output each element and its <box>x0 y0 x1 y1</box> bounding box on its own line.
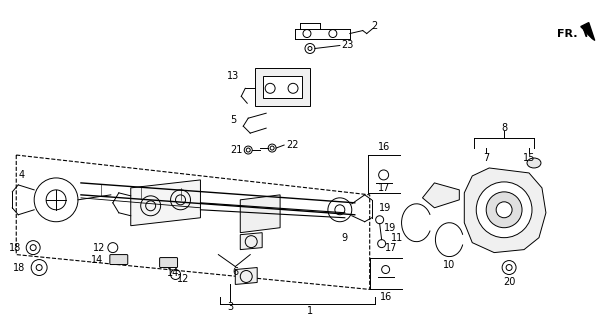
Text: 17: 17 <box>379 183 391 193</box>
Text: 10: 10 <box>443 260 455 269</box>
Text: 18: 18 <box>13 262 25 273</box>
Circle shape <box>486 192 522 228</box>
Text: 15: 15 <box>523 153 535 163</box>
Text: 12: 12 <box>92 243 105 252</box>
Text: 3: 3 <box>227 302 233 312</box>
FancyBboxPatch shape <box>159 258 178 268</box>
Polygon shape <box>422 183 459 208</box>
Text: 20: 20 <box>503 277 515 287</box>
Text: 16: 16 <box>379 292 392 302</box>
Text: 11: 11 <box>390 233 403 243</box>
Text: 18: 18 <box>9 243 21 252</box>
Text: 23: 23 <box>342 41 354 51</box>
Text: 21: 21 <box>230 145 242 155</box>
Text: 1: 1 <box>307 306 313 316</box>
Polygon shape <box>240 233 262 250</box>
FancyBboxPatch shape <box>110 255 128 265</box>
Polygon shape <box>240 195 280 233</box>
Text: 12: 12 <box>178 275 190 284</box>
Polygon shape <box>255 68 310 106</box>
Text: 13: 13 <box>227 71 239 81</box>
Text: 4: 4 <box>18 170 24 180</box>
Ellipse shape <box>527 158 541 168</box>
Text: 6: 6 <box>232 267 239 276</box>
Text: 14: 14 <box>91 255 103 265</box>
Polygon shape <box>236 268 257 284</box>
Text: 19: 19 <box>379 203 391 213</box>
Text: 7: 7 <box>483 153 489 163</box>
Text: 9: 9 <box>342 233 348 243</box>
Text: 5: 5 <box>230 115 236 125</box>
Text: 8: 8 <box>501 123 507 133</box>
Text: 17: 17 <box>385 243 398 252</box>
Text: FR.: FR. <box>557 28 577 38</box>
Text: 22: 22 <box>286 140 298 150</box>
Text: 2: 2 <box>371 20 378 31</box>
Polygon shape <box>263 76 302 98</box>
Polygon shape <box>464 168 546 252</box>
Text: 16: 16 <box>378 142 390 152</box>
Polygon shape <box>581 23 595 41</box>
Circle shape <box>476 182 532 238</box>
Polygon shape <box>130 180 201 226</box>
Circle shape <box>496 202 512 218</box>
Text: 14: 14 <box>167 268 179 277</box>
Text: 19: 19 <box>384 223 396 233</box>
